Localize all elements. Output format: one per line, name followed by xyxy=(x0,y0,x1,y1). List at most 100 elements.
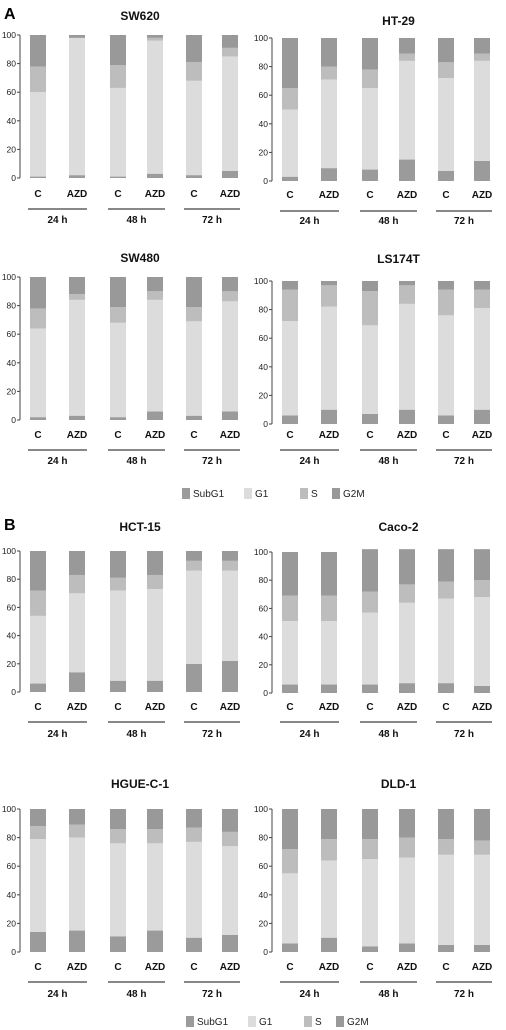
bar-segment-s xyxy=(282,289,298,322)
group-label: 24 h xyxy=(47,456,67,467)
bar-segment-g1 xyxy=(399,60,415,160)
bar-segment-g2m xyxy=(30,277,46,309)
y-tick-label: 20 xyxy=(259,918,269,928)
y-tick-label: 80 xyxy=(7,833,17,843)
bar-stack-4 xyxy=(147,35,163,178)
x-category-label: AZD xyxy=(145,189,166,200)
bar-segment-s xyxy=(147,574,163,590)
bar-segment-subg1 xyxy=(186,937,202,952)
bar-segment-g1 xyxy=(222,301,238,412)
bar-segment-subg1 xyxy=(399,409,415,424)
y-tick-label: 0 xyxy=(263,947,268,957)
bar-segment-g2m xyxy=(110,809,126,830)
bar-segment-s xyxy=(362,839,378,860)
group-label: 72 h xyxy=(202,456,222,467)
bar-segment-subg1 xyxy=(282,684,298,693)
bar-stack-6 xyxy=(474,549,490,693)
bar-stack-2 xyxy=(69,551,85,692)
bar-segment-g1 xyxy=(438,854,454,945)
group-label: 24 h xyxy=(299,456,319,467)
bar-stack-4 xyxy=(399,281,415,424)
bar-stack-6 xyxy=(474,809,490,952)
bar-segment-s xyxy=(222,291,238,302)
bar-segment-s xyxy=(69,294,85,300)
chart-title: LS174T xyxy=(377,252,420,266)
bar-stack-3 xyxy=(110,551,126,692)
bar-stack-4 xyxy=(147,809,163,952)
bar-segment-g1 xyxy=(69,593,85,673)
bar-segment-g2m xyxy=(110,551,126,578)
y-tick-label: 80 xyxy=(7,301,17,311)
y-tick-label: 0 xyxy=(263,688,268,698)
bar-stack-3 xyxy=(362,549,378,693)
bar-segment-g1 xyxy=(110,590,126,681)
legend-label-g1: G1 xyxy=(259,1017,273,1028)
bar-segment-g2m xyxy=(147,35,163,38)
y-tick-label: 100 xyxy=(2,272,16,282)
group-label: 48 h xyxy=(126,215,146,226)
x-category-label: AZD xyxy=(319,962,340,973)
bar-segment-g2m xyxy=(321,281,337,286)
bar-stack-4 xyxy=(399,809,415,952)
bar-stack-5 xyxy=(186,35,202,178)
y-tick-label: 60 xyxy=(7,602,17,612)
bar-segment-g2m xyxy=(222,277,238,292)
x-category-label: C xyxy=(190,962,197,973)
bar-segment-g2m xyxy=(282,809,298,850)
x-category-label: AZD xyxy=(145,430,166,441)
group-label: 24 h xyxy=(47,989,67,1000)
x-category-label: AZD xyxy=(472,430,493,441)
bar-stack-2 xyxy=(321,552,337,693)
bar-segment-g2m xyxy=(321,552,337,596)
x-category-label: AZD xyxy=(220,189,241,200)
bar-segment-s xyxy=(110,577,126,591)
bar-segment-g2m xyxy=(399,549,415,585)
bar-segment-g1 xyxy=(222,846,238,935)
bar-stack-2 xyxy=(321,38,337,181)
bar-segment-g2m xyxy=(321,809,337,840)
bar-segment-s xyxy=(222,47,238,57)
bar-segment-g1 xyxy=(362,88,378,170)
bar-segment-s xyxy=(282,595,298,622)
bar-stack-1 xyxy=(30,551,46,692)
y-tick-label: 100 xyxy=(254,276,268,286)
legend-label-g1: G1 xyxy=(255,489,269,500)
bar-segment-g1 xyxy=(69,299,85,416)
x-category-label: AZD xyxy=(472,702,493,713)
bar-segment-g2m xyxy=(399,281,415,286)
legend-top: SubG1 G1 S G2M xyxy=(182,488,365,500)
bar-segment-subg1 xyxy=(362,684,378,693)
group-label: 24 h xyxy=(299,729,319,740)
x-category-label: AZD xyxy=(220,430,241,441)
bar-segment-subg1 xyxy=(69,415,85,420)
x-category-label: C xyxy=(442,962,449,973)
y-tick-label: 0 xyxy=(11,415,16,425)
bar-segment-g1 xyxy=(222,56,238,171)
chart-title: SW620 xyxy=(120,9,160,23)
panel-label-a: A xyxy=(4,6,16,23)
bar-stack-6 xyxy=(222,551,238,692)
charts: SW620 0 20 40 60 80 100 C AZD C AZD C AZD 24 h 48 h 72 … xyxy=(2,9,492,1000)
bar-segment-s xyxy=(321,839,337,861)
bar-segment-g1 xyxy=(474,308,490,410)
bar-segment-g2m xyxy=(474,549,490,581)
bar-segment-subg1 xyxy=(362,946,378,952)
bar-segment-g2m xyxy=(69,809,85,825)
bar-segment-g1 xyxy=(222,570,238,661)
group-label: 48 h xyxy=(126,456,146,467)
bar-segment-subg1 xyxy=(110,417,126,420)
y-tick-label: 20 xyxy=(7,918,17,928)
bar-segment-g1 xyxy=(321,79,337,169)
bar-segment-g1 xyxy=(69,837,85,931)
bar-segment-s xyxy=(399,584,415,603)
y-tick-label: 80 xyxy=(259,575,269,585)
chart-title: HT-29 xyxy=(382,14,415,28)
bar-segment-subg1 xyxy=(147,411,163,420)
y-tick-label: 20 xyxy=(259,147,269,157)
group-label: 48 h xyxy=(126,989,146,1000)
y-tick-label: 100 xyxy=(254,804,268,814)
bar-segment-g1 xyxy=(186,570,202,664)
y-tick-label: 60 xyxy=(259,603,269,613)
bar-segment-g2m xyxy=(186,809,202,828)
bar-stack-1 xyxy=(282,38,298,181)
